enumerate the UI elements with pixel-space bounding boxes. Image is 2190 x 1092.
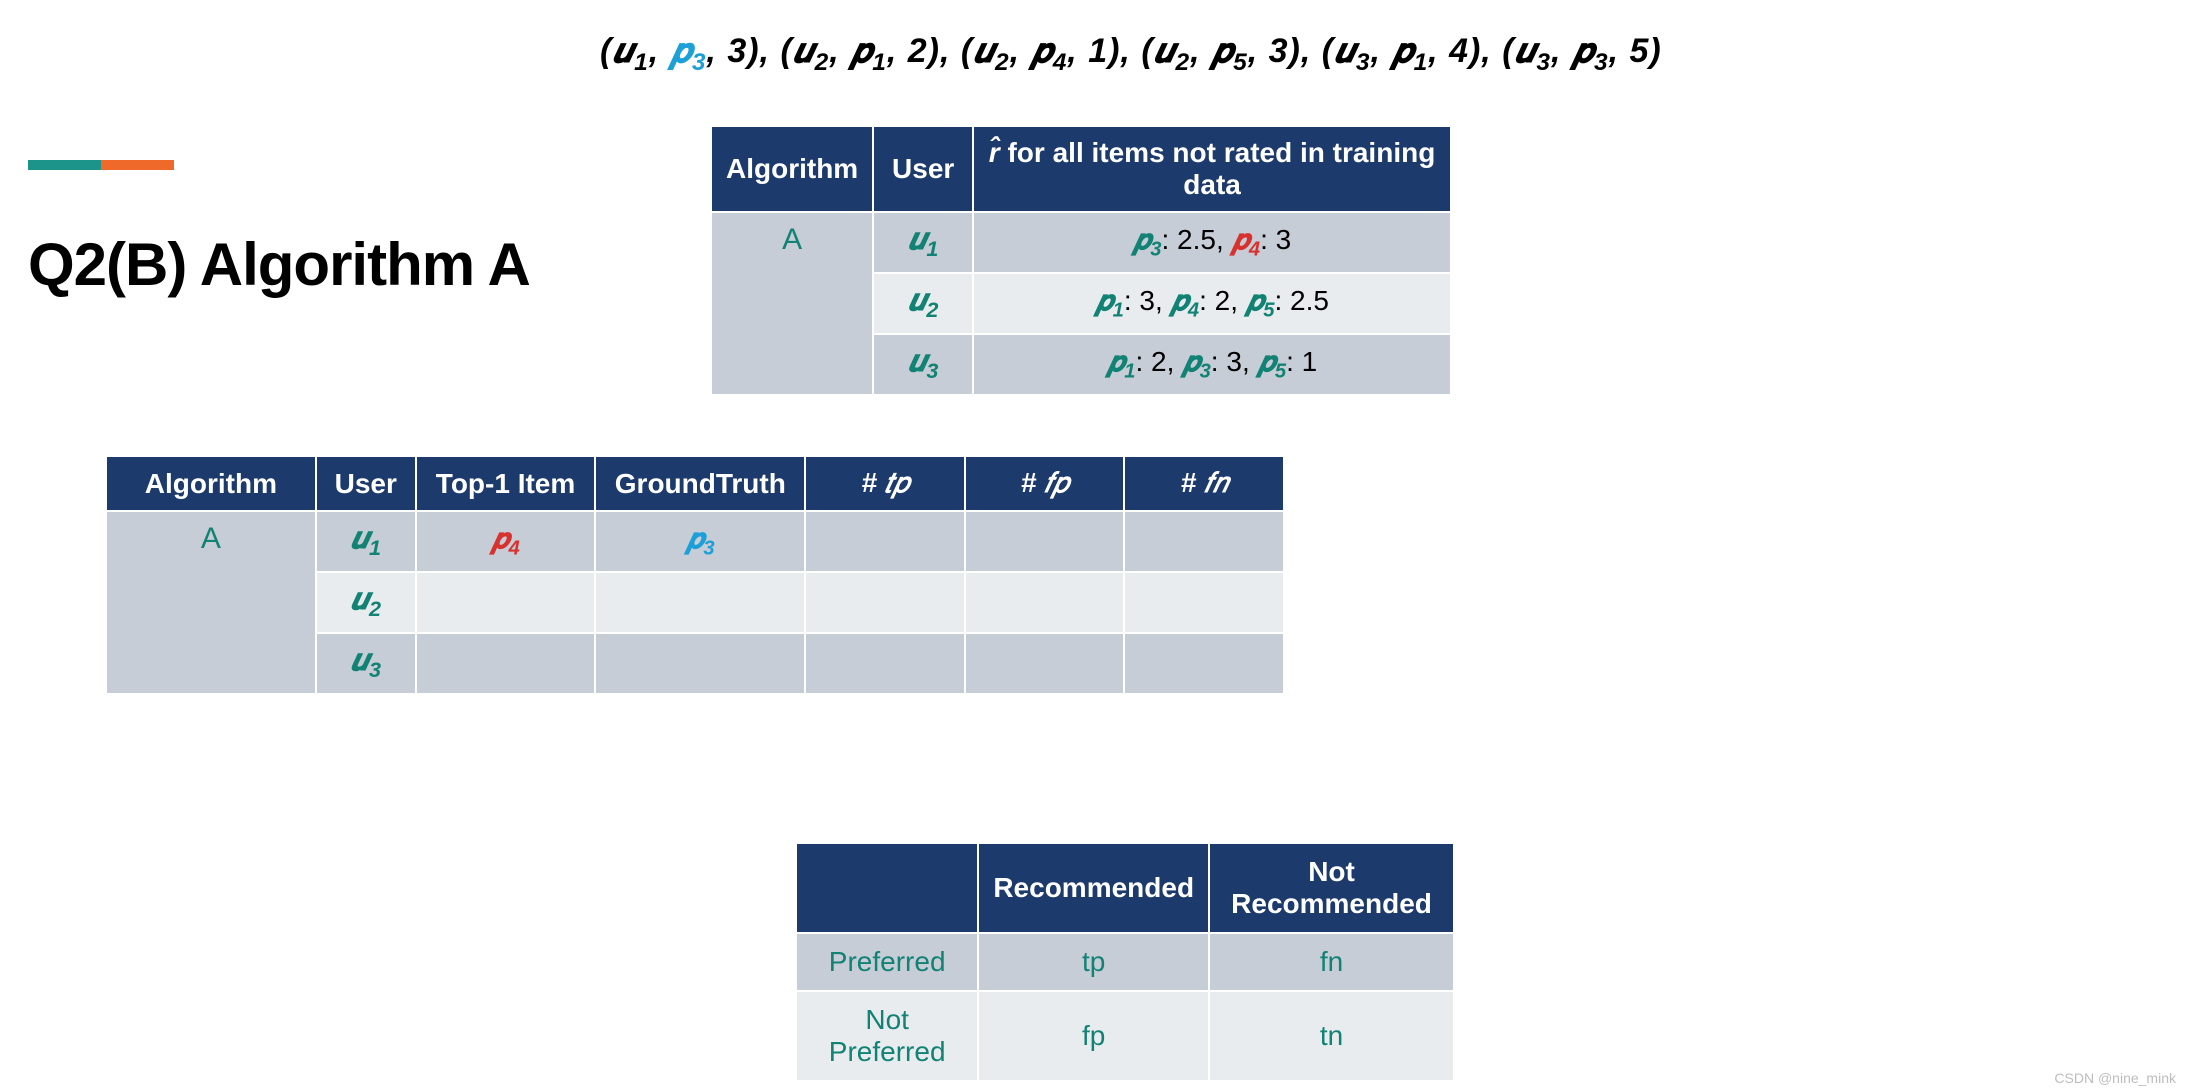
t3-header-rec: Recommended	[978, 843, 1209, 933]
rhat-text: for all items not rated in training data	[1000, 137, 1436, 200]
t2-fp-cell	[965, 572, 1125, 633]
t3-rec-cell: tp	[978, 933, 1209, 991]
t2-fn-cell	[1124, 511, 1284, 572]
t2-top1-cell	[416, 633, 596, 694]
t1-header-rhat: r̂ for all items not rated in training d…	[973, 126, 1451, 212]
confusion-matrix-table: Recommended Not Recommended Preferredtpf…	[795, 842, 1455, 1082]
t2-gt-cell: 𝒑3	[595, 511, 805, 572]
t1-header-algo: Algorithm	[711, 126, 873, 212]
t1-user-cell: 𝒖2	[873, 273, 973, 334]
predictions-table: Algorithm User r̂ for all items not rate…	[710, 125, 1452, 396]
t3-nrec-cell: tn	[1209, 991, 1454, 1081]
t2-top1-cell	[416, 572, 596, 633]
t2-header-fp: # 𝑓𝑝	[965, 456, 1125, 511]
t3-rec-cell: fp	[978, 991, 1209, 1081]
t2-fp-cell	[965, 511, 1125, 572]
t2-algo-cell: A	[106, 511, 316, 694]
t2-fp-cell	[965, 633, 1125, 694]
t2-tp-cell	[805, 572, 965, 633]
t2-fn-cell	[1124, 633, 1284, 694]
t1-user-cell: 𝒖3	[873, 334, 973, 395]
t3-nrec-cell: fn	[1209, 933, 1454, 991]
t2-header-gt: GroundTruth	[595, 456, 805, 511]
t2-top1-cell: 𝒑4	[416, 511, 596, 572]
t2-header-algo: Algorithm	[106, 456, 316, 511]
t2-gt-cell	[595, 572, 805, 633]
t2-header-user: User	[316, 456, 416, 511]
t3-rowlabel: Preferred	[796, 933, 978, 991]
t2-header-top1: Top-1 Item	[416, 456, 596, 511]
t3-header-blank	[796, 843, 978, 933]
t2-user-cell: 𝒖2	[316, 572, 416, 633]
t2-header-fn: # 𝑓𝑛	[1124, 456, 1284, 511]
t2-user-cell: 𝒖1	[316, 511, 416, 572]
t2-fn-cell	[1124, 572, 1284, 633]
t1-header-user: User	[873, 126, 973, 212]
rhat-symbol: r̂	[989, 137, 1000, 168]
accent-orange-segment	[101, 160, 174, 170]
accent-teal-segment	[28, 160, 101, 170]
t2-gt-cell	[595, 633, 805, 694]
accent-bar	[28, 160, 174, 170]
t1-algo-cell: A	[711, 212, 873, 395]
test-tuples-formula: (𝒖1, 𝒑3, 3), (𝒖2, 𝒑1, 2), (𝒖2, 𝒑4, 1), (…	[600, 32, 2160, 77]
t1-rhat-cell: 𝒑3: 2.5, 𝒑4: 3	[973, 212, 1451, 273]
t1-rhat-cell: 𝒑1: 3, 𝒑4: 2, 𝒑5: 2.5	[973, 273, 1451, 334]
t2-tp-cell	[805, 511, 965, 572]
evaluation-table: Algorithm User Top-1 Item GroundTruth # …	[105, 455, 1285, 695]
t1-user-cell: 𝒖1	[873, 212, 973, 273]
t2-header-tp: # 𝑡𝑝	[805, 456, 965, 511]
t2-tp-cell	[805, 633, 965, 694]
t2-user-cell: 𝒖3	[316, 633, 416, 694]
t3-header-nrec: Not Recommended	[1209, 843, 1454, 933]
t3-rowlabel: Not Preferred	[796, 991, 978, 1081]
watermark: CSDN @nine_mink	[2054, 1070, 2176, 1086]
t1-rhat-cell: 𝒑1: 2, 𝒑3: 3, 𝒑5: 1	[973, 334, 1451, 395]
page-title: Q2(B) Algorithm A	[28, 230, 530, 299]
